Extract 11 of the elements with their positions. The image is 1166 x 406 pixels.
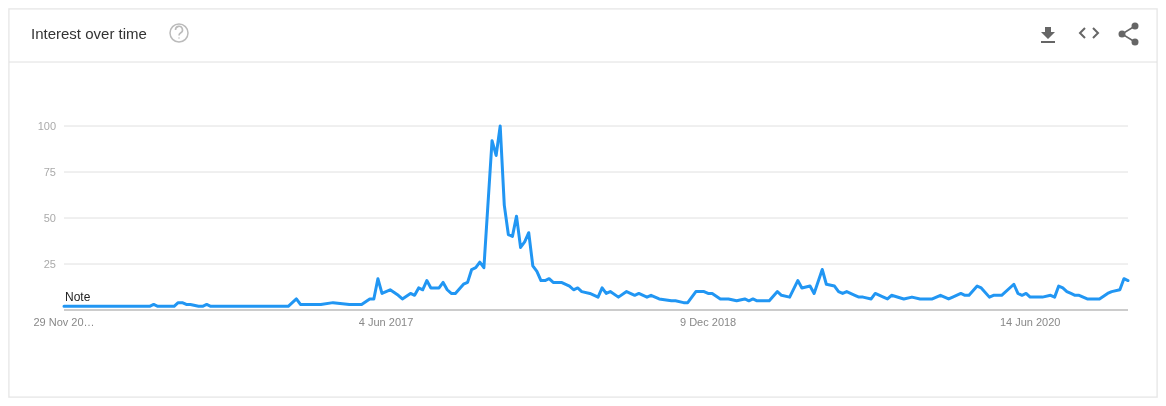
y-tick-label: 25 [43,258,56,270]
x-tick-label: 4 Jun 2017 [358,316,414,328]
line-series [62,124,1130,308]
chart-title: Interest over time [31,25,147,42]
x-tick-label: 9 Dec 2018 [679,316,737,328]
annotation: Note [65,290,91,305]
y-tick-label: 75 [43,166,56,178]
x-tick-label: 29 Nov 20… [33,316,95,328]
y-tick-label: 50 [43,212,56,224]
y-tick-label: 100 [37,120,56,132]
x-tick-label: 14 Jun 2020 [999,316,1061,328]
